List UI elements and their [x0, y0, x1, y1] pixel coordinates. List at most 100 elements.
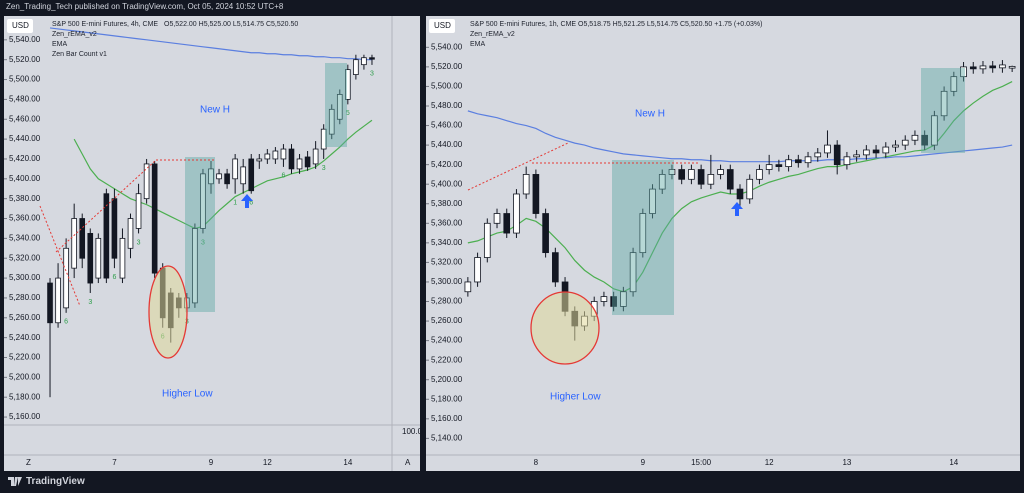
x-tick-label: 12 — [765, 458, 774, 467]
currency[interactable]: USD — [12, 21, 29, 30]
candle-body — [272, 150, 279, 160]
candle-body — [746, 178, 754, 200]
y-tick-label: 5,260.00 — [9, 313, 41, 322]
candle-body — [901, 139, 909, 146]
y-tick-label: 5,320.00 — [9, 253, 41, 262]
candle-body — [513, 193, 520, 234]
x-tick-label: 9 — [209, 458, 214, 467]
y-tick-label: 5,220.00 — [431, 355, 463, 364]
highlight-box — [185, 157, 215, 312]
chart-panel: 6363633166353 New H Higher Low USD S&P 5… — [4, 16, 420, 471]
bar-count: 3 — [201, 239, 205, 246]
candle-body — [256, 158, 263, 162]
candle-body — [55, 277, 61, 324]
x-tick-label: 12 — [263, 458, 272, 467]
circle-annotation — [530, 291, 600, 365]
y-tick-label: 5,440.00 — [431, 140, 463, 149]
candle-body — [853, 154, 860, 158]
y-tick-label: 5,540.00 — [431, 42, 463, 51]
y-tick-label: 5,200.00 — [9, 372, 41, 381]
annotation: Higher Low — [550, 392, 601, 403]
candle-body — [47, 282, 53, 324]
candle-body — [474, 257, 481, 283]
y-tick-label: 5,240.00 — [431, 336, 463, 345]
candle-body — [794, 159, 802, 164]
candle-body — [224, 173, 230, 185]
candle-body — [999, 64, 1006, 69]
bar-count: 3 — [88, 299, 92, 306]
chart-button[interactable]: Z — [26, 458, 31, 467]
candle-body — [620, 291, 627, 307]
candle-body — [200, 173, 206, 229]
candle-body — [135, 193, 142, 229]
candle-body — [629, 252, 637, 293]
bar-count: 3 — [322, 165, 326, 172]
indicator-line — [467, 110, 1013, 163]
y-tick-label: 5,420.00 — [431, 160, 463, 169]
y-tick-label: 5,460.00 — [431, 121, 463, 130]
arrow — [241, 194, 253, 208]
y-tick-label: 5,380.00 — [9, 194, 41, 203]
candle-body — [304, 156, 311, 168]
indicator-line — [73, 119, 373, 230]
candle-body — [361, 57, 367, 66]
chart-title: S&P 500 E-mini Futures, 1h, CME — [470, 21, 576, 28]
candle-body — [369, 57, 375, 60]
candle-body — [639, 213, 647, 254]
y-tick-label: 5,500.00 — [9, 75, 41, 84]
y-tick-label: 5,460.00 — [9, 114, 41, 123]
y-tick-label: 5,520.00 — [9, 55, 41, 64]
candle-body — [493, 213, 501, 224]
candle-body — [208, 168, 214, 185]
y-tick-label: 5,480.00 — [431, 101, 463, 110]
currency-box[interactable] — [429, 19, 455, 33]
candle-body — [345, 69, 351, 100]
trend-line — [467, 142, 569, 191]
chart-button[interactable]: A — [405, 458, 411, 467]
x-tick-label: 15:00 — [691, 458, 712, 467]
brand: TradingView — [26, 476, 85, 487]
candle-body — [697, 169, 705, 185]
x-tick-label: 14 — [949, 458, 958, 467]
candle-body — [87, 233, 94, 284]
candle-body — [756, 169, 763, 180]
candle-body — [600, 296, 608, 302]
candle-body — [464, 281, 472, 293]
candle-body — [882, 146, 890, 154]
currency-box[interactable] — [7, 19, 33, 33]
y-tick-label: 5,420.00 — [9, 154, 41, 163]
candle-body — [931, 115, 938, 146]
candle-body — [668, 169, 676, 175]
candle-body — [649, 188, 656, 214]
candle-body — [532, 174, 540, 214]
candle-body — [717, 169, 724, 175]
candle-body — [863, 149, 870, 156]
highlight-box — [325, 63, 347, 147]
candle-body — [79, 218, 86, 259]
marks — [464, 60, 1016, 341]
candle-body — [192, 228, 198, 304]
bar-count: 1 — [233, 200, 237, 207]
y-tick-label: 5,240.00 — [9, 333, 41, 342]
bar-count: 6 — [64, 319, 68, 326]
y-tick-label: 5,280.00 — [431, 297, 463, 306]
arrow — [731, 202, 743, 216]
y-tick-label: 5,400.00 — [431, 179, 463, 188]
panel-bg — [426, 16, 1020, 471]
currency[interactable]: USD — [434, 21, 451, 30]
x-tick-label: 13 — [842, 458, 851, 467]
candle-body — [312, 148, 319, 165]
y-tick-label: 5,360.00 — [431, 218, 463, 227]
candle-body — [1008, 65, 1016, 69]
candle-body — [843, 156, 851, 166]
indicator-tick-label: 100.00 — [402, 427, 420, 436]
candle-body — [336, 94, 343, 120]
candle-body — [814, 152, 822, 158]
y-tick-label: 5,300.00 — [9, 273, 41, 282]
y-tick-label: 5,180.00 — [9, 392, 41, 401]
candle-body — [726, 169, 734, 190]
candle-body — [483, 222, 491, 258]
y-tick-label: 5,520.00 — [431, 62, 463, 71]
y-tick-label: 5,400.00 — [9, 174, 41, 183]
candle-body — [127, 218, 134, 249]
